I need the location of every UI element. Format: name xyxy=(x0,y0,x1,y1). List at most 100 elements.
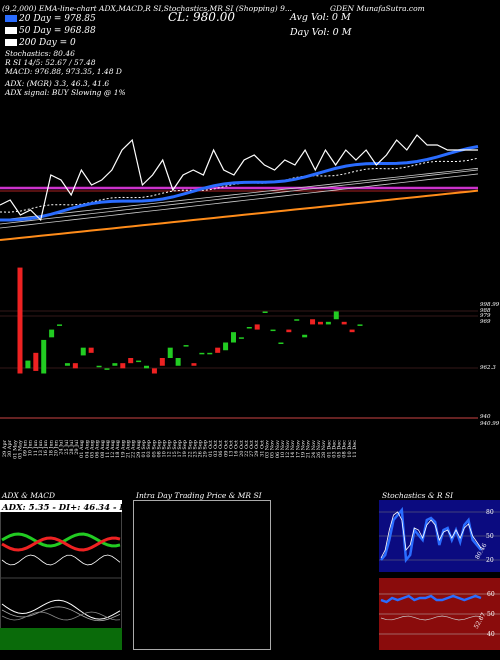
date-tick-31: 10 Sep xyxy=(162,440,168,458)
stoch-tick-20: 20 xyxy=(486,557,494,564)
date-tick-54: 10 Nov xyxy=(280,440,286,458)
date-tick-14: 29 Jul xyxy=(74,440,80,455)
rsi-tick-50: 50 xyxy=(487,611,495,618)
stochastics-panel: 80 50 20 80.46 xyxy=(379,500,500,572)
candle-27 xyxy=(230,332,236,343)
candle-20 xyxy=(175,358,181,366)
date-tick-32: 12 Sep xyxy=(167,440,173,458)
date-tick-41: 03 Oct xyxy=(213,440,219,457)
date-tick-47: 22 Oct xyxy=(244,440,250,457)
rsi-tick-40: 40 xyxy=(487,631,495,638)
date-tick-9: 18 Jun xyxy=(48,439,54,456)
candle-38 xyxy=(317,321,323,325)
rsi-lines xyxy=(380,594,482,621)
candle-26 xyxy=(223,342,229,351)
legend-200-label: 200 Day = 0 xyxy=(19,38,76,48)
sma-50-line xyxy=(0,157,479,213)
header-line-1: (9,2,000) EMA-line-chart ADX,MACD,R SI,S… xyxy=(2,4,292,13)
legend-20-label: 20 Day = 978.85 xyxy=(19,14,96,24)
date-tick-50: 31 Oct xyxy=(259,440,265,457)
adx-lines xyxy=(1,532,121,566)
price-label-0: 998.99 xyxy=(480,302,500,308)
macd-hist-line xyxy=(1,611,121,621)
price-label-4: 962.3 xyxy=(480,365,496,371)
adx-macd-panel: ADX: 5.35 - DI+: 46.34 - DI-: 41.64 xyxy=(0,500,122,650)
date-tick-28: 03 Sep xyxy=(146,440,152,458)
price-label-3: 969 xyxy=(480,319,491,325)
date-tick-64: 03 Dec xyxy=(331,440,337,458)
macd-signal-line xyxy=(1,606,121,622)
date-tick-17: 05 Aug xyxy=(90,439,96,458)
date-tick-53: 06 Nov xyxy=(275,440,281,458)
legend-50-day: 50 Day = 968.88 xyxy=(5,26,96,36)
date-tick-12: 25 Jul xyxy=(64,440,70,455)
date-tick-21: 12 Aug xyxy=(110,439,116,458)
date-tick-29: 05 Sep xyxy=(151,440,157,458)
candle-40 xyxy=(333,311,339,320)
adx-values-text: ADX: 5.35 - DI+: 46.34 - DI-: 41.64 xyxy=(1,503,122,513)
candle-29 xyxy=(246,327,252,329)
legend-200-day: 200 Day = 0 xyxy=(5,38,76,48)
date-tick-40: 01 Oct xyxy=(208,440,214,457)
date-tick-35: 19 Sep xyxy=(182,440,188,458)
date-tick-63: 01 Dec xyxy=(326,440,332,458)
candle-8 xyxy=(80,347,86,356)
candle-23 xyxy=(199,352,205,355)
date-tick-44: 13 Oct xyxy=(228,440,234,457)
date-tick-13: 28 Jul xyxy=(69,440,75,455)
site-label: MunafaSutra.com xyxy=(356,4,425,13)
moving-average-lines xyxy=(0,134,479,241)
price-line xyxy=(0,134,478,222)
header-line-1-text: (9,2,000) EMA-line-chart ADX,MACD,R SI,S… xyxy=(2,4,293,13)
date-tick-66: 08 Dec xyxy=(342,440,348,458)
date-tick-20: 11 Aug xyxy=(105,439,111,458)
candle-12 xyxy=(112,363,118,366)
date-tick-30: 08 Sep xyxy=(156,440,162,458)
candles-group xyxy=(17,267,363,374)
candle-43 xyxy=(357,324,363,326)
date-tick-49: 29 Oct xyxy=(254,440,260,457)
stoch-tick-80: 80 xyxy=(486,509,494,516)
candle-2 xyxy=(33,352,39,371)
date-tick-45: 16 Oct xyxy=(234,440,240,457)
candle-36 xyxy=(302,334,308,338)
sma-band-3 xyxy=(0,167,479,221)
date-tick-7: 13 Jun xyxy=(38,439,44,456)
day-vol-label: Day Vol: 0 M xyxy=(290,27,352,38)
rsi-line: R SI 14/5: 52.67 / 57.48 xyxy=(5,58,96,67)
candle-30 xyxy=(254,324,260,330)
date-axis: 29 Apr 30 Apr 01 May 05 May 09 Jun 10 Jun 11 J… xyxy=(2,439,358,459)
rsi-tick-60: 60 xyxy=(487,591,495,598)
header-site: GDEN MunafaSutra.com xyxy=(330,4,425,13)
candle-22 xyxy=(191,363,197,366)
candle-3 xyxy=(41,339,47,374)
candle-11 xyxy=(104,368,110,370)
date-tick-23: 19 Aug xyxy=(120,439,126,458)
date-tick-10: 20 Jun xyxy=(53,439,59,456)
stoch-d-line xyxy=(380,511,482,559)
stoch-tick-50: 50 xyxy=(486,533,494,540)
candle-7 xyxy=(72,363,78,369)
date-tick-34: 17 Sep xyxy=(177,440,183,458)
candle-17 xyxy=(151,368,157,374)
sma-band-1 xyxy=(0,173,479,229)
date-tick-38: 26 Sep xyxy=(198,440,204,458)
mrsi-line xyxy=(380,615,482,621)
macd-line: MACD: 976.88, 973.35, 1.48 D xyxy=(5,67,122,76)
date-tick-33: 15 Sep xyxy=(172,440,178,458)
date-tick-68: 11 Dec xyxy=(352,440,358,458)
candle-14 xyxy=(128,358,134,364)
candle-15 xyxy=(136,360,142,363)
date-tick-58: 19 Nov xyxy=(301,440,307,458)
date-tick-2: 01 May xyxy=(12,440,18,459)
legend-20-swatch xyxy=(5,15,17,22)
macd-lines xyxy=(1,599,121,622)
candle-16 xyxy=(144,365,150,369)
candle-39 xyxy=(325,321,331,325)
price-label-5: 940 xyxy=(480,414,491,420)
sma-band-2 xyxy=(0,169,479,225)
date-tick-6: 11 Jun xyxy=(33,439,39,456)
candle-10 xyxy=(96,365,102,368)
date-tick-24: 21 Aug xyxy=(126,439,132,458)
date-tick-3: 05 May xyxy=(17,440,23,459)
